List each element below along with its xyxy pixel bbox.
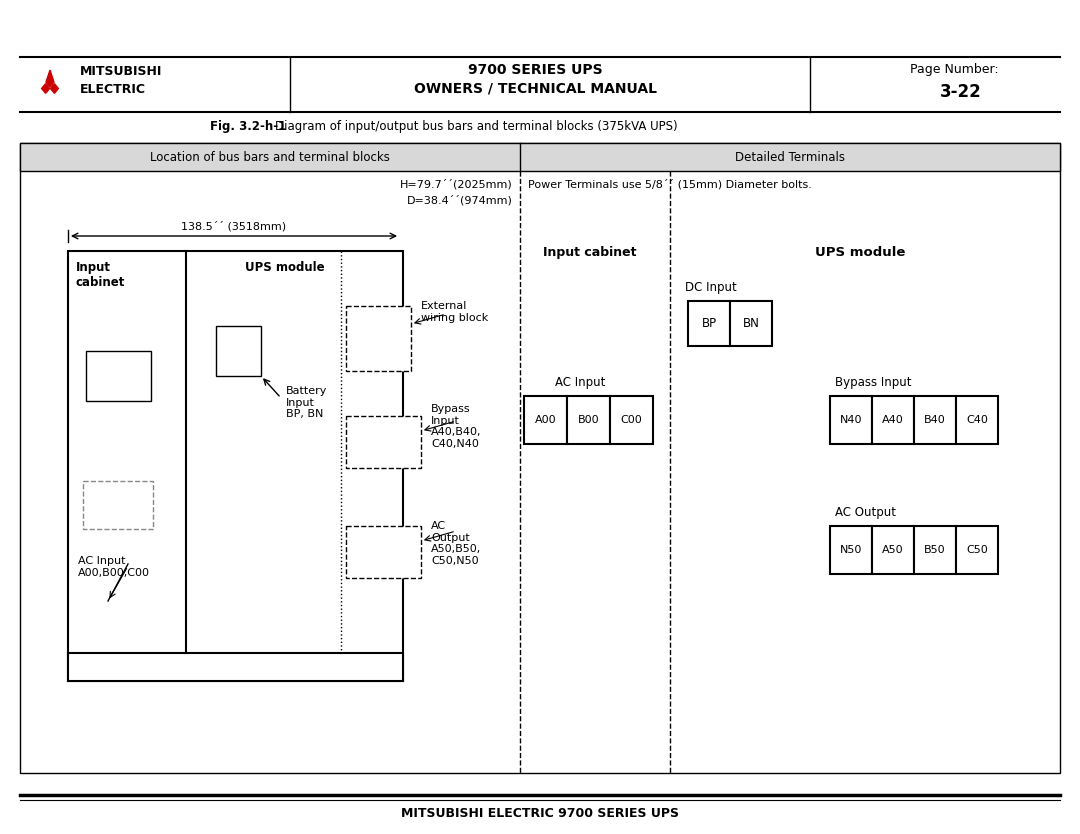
Bar <box>831 396 872 444</box>
Bar <box>524 396 567 444</box>
Text: UPS module: UPS module <box>245 261 324 274</box>
Text: BP: BP <box>701 317 716 330</box>
Polygon shape <box>42 83 50 93</box>
Bar <box>956 396 998 444</box>
Bar <box>730 301 772 346</box>
Text: C00: C00 <box>621 415 643 425</box>
Bar <box>831 526 872 574</box>
Text: 3-22: 3-22 <box>940 83 982 101</box>
Text: AC Output: AC Output <box>835 506 896 519</box>
Bar <box>567 396 610 444</box>
Bar <box>956 526 998 574</box>
Bar <box>346 526 421 578</box>
Text: 138.5´´ (3518mm): 138.5´´ (3518mm) <box>181 221 286 232</box>
Text: OWNERS / TECHNICAL MANUAL: OWNERS / TECHNICAL MANUAL <box>414 81 657 95</box>
Bar <box>83 481 153 529</box>
Bar <box>688 301 730 346</box>
Text: AC
Output
A50,B50,
C50,N50: AC Output A50,B50, C50,N50 <box>431 521 482 565</box>
Text: C50: C50 <box>967 545 988 555</box>
Text: ELECTRIC: ELECTRIC <box>80 83 146 96</box>
Text: Power Terminals use 5/8´´ (15mm) Diameter bolts.: Power Terminals use 5/8´´ (15mm) Diamete… <box>528 179 812 189</box>
Text: AC Input: AC Input <box>555 376 605 389</box>
Bar <box>346 306 411 371</box>
Bar <box>872 526 914 574</box>
Text: MITSUBISHI ELECTRIC 9700 SERIES UPS: MITSUBISHI ELECTRIC 9700 SERIES UPS <box>401 807 679 820</box>
Bar <box>914 526 956 574</box>
Text: MITSUBISHI: MITSUBISHI <box>80 65 162 78</box>
Bar <box>68 251 403 681</box>
Text: B50: B50 <box>924 545 946 555</box>
Text: N40: N40 <box>840 415 862 425</box>
Text: Input
cabinet: Input cabinet <box>76 261 125 289</box>
Text: Bypass
Input
A40,B40,
C40,N40: Bypass Input A40,B40, C40,N40 <box>431 404 482 449</box>
Bar <box>86 351 151 401</box>
Text: H=79.7´´(2025mm): H=79.7´´(2025mm) <box>401 179 513 189</box>
Text: Fig. 3.2-h-1: Fig. 3.2-h-1 <box>210 120 286 133</box>
Bar <box>68 653 403 681</box>
Bar <box>914 396 956 444</box>
Text: Page Number:: Page Number: <box>910 63 999 76</box>
Text: Input cabinet: Input cabinet <box>543 246 637 259</box>
Text: A00: A00 <box>535 415 556 425</box>
Polygon shape <box>51 83 58 93</box>
Bar <box>610 396 653 444</box>
Text: 9700 SERIES UPS: 9700 SERIES UPS <box>468 63 603 77</box>
Bar <box>346 416 421 468</box>
Text: DC Input: DC Input <box>685 281 737 294</box>
Text: D=38.4´´(974mm): D=38.4´´(974mm) <box>407 195 513 205</box>
Text: AC Input
A00,B00,C00: AC Input A00,B00,C00 <box>78 556 150 578</box>
Text: Bypass Input: Bypass Input <box>835 376 912 389</box>
Text: Location of bus bars and terminal blocks: Location of bus bars and terminal blocks <box>150 150 390 163</box>
Text: Diagram of input/output bus bars and terminal blocks (375kVA UPS): Diagram of input/output bus bars and ter… <box>275 120 677 133</box>
Bar <box>21 143 1059 773</box>
Bar <box>872 396 914 444</box>
Text: Detailed Terminals: Detailed Terminals <box>735 150 845 163</box>
Text: BN: BN <box>743 317 759 330</box>
Bar <box>216 326 261 376</box>
Text: External
wiring block: External wiring block <box>421 301 488 323</box>
Text: Battery
Input
BP, BN: Battery Input BP, BN <box>286 386 327 420</box>
Text: UPS module: UPS module <box>814 246 905 259</box>
Text: B40: B40 <box>924 415 946 425</box>
Text: A50: A50 <box>882 545 904 555</box>
Text: N50: N50 <box>840 545 862 555</box>
Text: B00: B00 <box>578 415 599 425</box>
Text: C40: C40 <box>967 415 988 425</box>
Polygon shape <box>46 70 54 87</box>
Bar <box>21 143 1059 171</box>
Text: A40: A40 <box>882 415 904 425</box>
